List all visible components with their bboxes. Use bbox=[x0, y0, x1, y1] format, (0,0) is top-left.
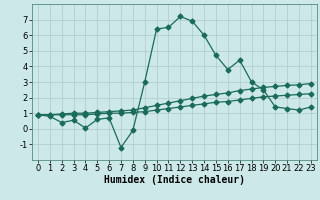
X-axis label: Humidex (Indice chaleur): Humidex (Indice chaleur) bbox=[104, 175, 245, 185]
